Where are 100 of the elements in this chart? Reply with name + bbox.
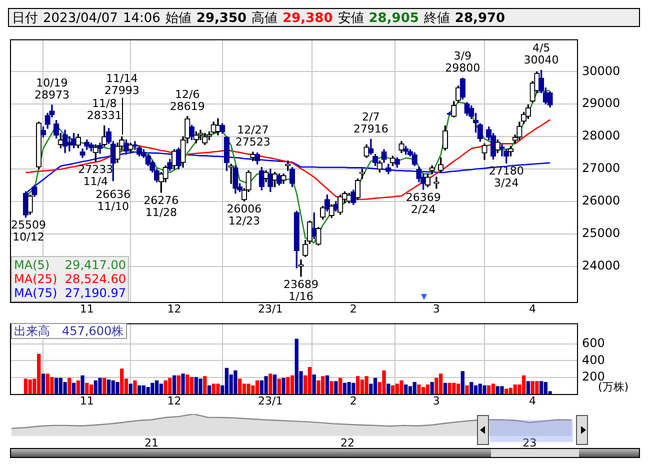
y-tick-label: 30000 [582,64,620,78]
bar [408,386,412,394]
annotation: 2/7 27916 [353,110,388,136]
bar [154,380,159,394]
bar [539,381,544,394]
bar [198,378,202,394]
annotation: 26006 12/23 [226,202,262,228]
bar [277,378,281,394]
text: MA(75) 27,190.97 [14,286,126,300]
bar [268,374,272,394]
bar [404,384,408,394]
annotation: 11/14 27993 [104,72,140,98]
bar [443,382,448,394]
bar [316,380,320,394]
x-tick-label: 12 [167,394,182,408]
bar [412,382,416,394]
bar [224,368,229,394]
bar [386,384,390,394]
bar [216,384,220,394]
bar [186,374,190,394]
y-tick-label: 26000 [582,194,620,208]
x-tick-label: 4 [529,394,536,408]
annotation: 11/8 28331 [86,97,122,122]
bar [438,374,443,394]
y-tick-label: 24000 [582,258,620,272]
y-tick-label: 400 [582,352,605,367]
bar [470,382,474,394]
candlestick [66,136,72,152]
bar [102,378,106,394]
bar [508,388,513,394]
x-tick-label: 21 [144,436,158,450]
annotation: 23689 1/16 [283,278,318,303]
text: MA(5) 29,417.00 [14,258,126,272]
bar [373,378,378,394]
bar [290,375,294,394]
annotation: 12/6 28619 [170,88,205,113]
bar [264,376,268,394]
bar [98,378,102,394]
annotation: 12/27 27523 [235,123,270,148]
bar [234,370,238,394]
bar [176,375,180,394]
annotation: 4/5 30040 [524,42,559,67]
text: MA(25) 28,524.60 [14,272,126,286]
annotation: 26276 11/28 [144,194,179,219]
x-tick-label: 12 [167,302,182,316]
bar [207,385,212,394]
bar [190,377,194,394]
bar [286,377,290,394]
x-tick-label: 23 [522,436,537,450]
x-tick-label: 22 [340,436,355,450]
x-tick-label: 4 [529,302,536,316]
x-tick-label: 2 [350,394,357,408]
bar [54,378,58,394]
bar [203,376,207,394]
bar [400,380,404,394]
bar [500,386,504,394]
bar [255,380,260,394]
x-tick-label: 23/1 [258,394,283,408]
bar [482,385,486,394]
bar [142,385,146,394]
bar [390,385,395,394]
bar [181,374,185,394]
chart-title: 出来高 457,600株 [11,323,127,340]
bar [72,382,76,394]
bar [85,382,89,394]
bar [272,374,277,394]
bar [426,384,430,394]
bar [120,368,124,394]
chart-title: 日付 2023/04/07 14:06 始値 29,350 高値 29,380 安値 28,905 終値 28,970 [12,11,506,26]
bar [159,384,164,394]
annotation: 27180 3/24 [488,164,524,190]
bar [338,378,342,394]
annotation: 26369 2/24 [406,190,441,216]
annotation: 3/9 29800 [445,49,480,74]
bar [526,381,530,394]
x-tick-label: 2 [350,302,357,316]
bar [474,385,478,394]
bar [491,384,496,394]
bar [522,375,526,394]
bar [282,378,286,394]
bar [342,382,347,394]
bar [382,370,386,394]
bar [325,375,330,394]
x-tick-label: 23/1 [258,302,283,316]
bar [448,382,452,394]
bar [308,367,312,394]
bar [89,384,94,394]
bar [128,384,132,394]
bar [58,378,63,394]
bar [41,374,46,394]
bar [164,380,168,394]
bar [80,375,84,394]
candlestick [298,259,304,277]
y-tick-label: 27000 [582,161,620,176]
bar [312,374,316,394]
bar [106,380,111,394]
annotation: 26636 11/10 [96,188,131,213]
x-tick-label: 11 [80,302,94,316]
y-tick-label: 28000 [582,128,620,143]
bar [465,385,469,394]
